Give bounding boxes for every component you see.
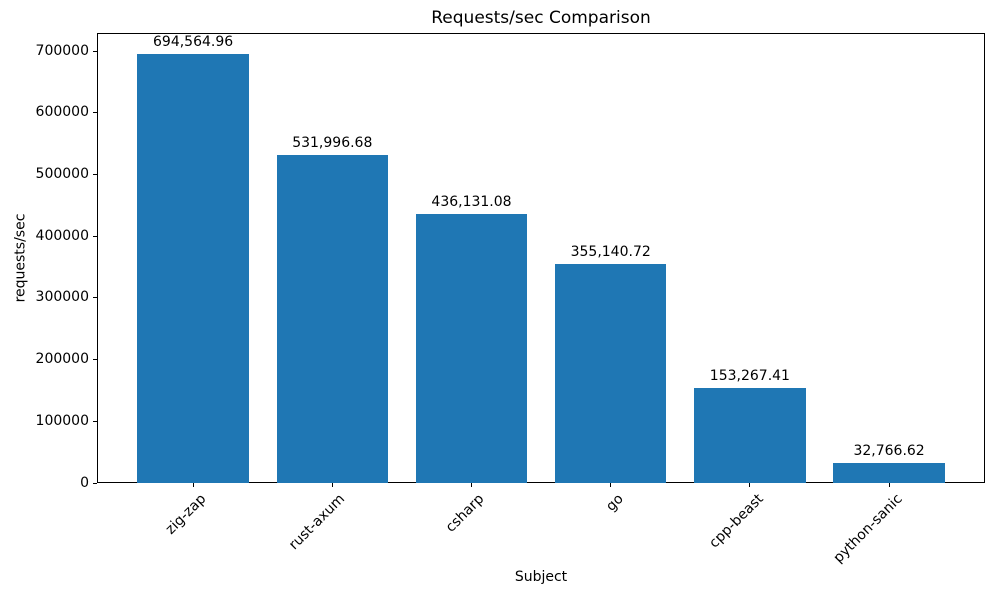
x-axis-tick: [749, 483, 751, 487]
bar: [833, 462, 945, 483]
y-axis-tick: [93, 173, 97, 175]
y-axis-label: requests/sec: [12, 213, 29, 303]
bar: [276, 154, 388, 483]
bar-value-label: 355,140.72: [570, 243, 651, 260]
bar-value-label: 32,766.62: [853, 442, 925, 459]
y-tick-label: 500000: [35, 165, 89, 182]
y-axis-tick: [93, 235, 97, 237]
y-axis-tick: [93, 297, 97, 299]
x-tick-label: zig-zap: [162, 491, 210, 538]
y-axis-tick: [93, 482, 97, 484]
x-tick-label: python-sanic: [830, 491, 906, 567]
x-tick-label: cpp-beast: [705, 491, 767, 552]
x-tick-label: csharp: [443, 491, 488, 536]
chart-title: Requests/sec Comparison: [431, 8, 651, 28]
y-axis-tick: [93, 420, 97, 422]
x-axis-label: Subject: [514, 569, 568, 585]
y-tick-label: 700000: [35, 42, 89, 59]
x-axis-tick: [610, 483, 612, 487]
y-axis-tick: [93, 50, 97, 52]
y-tick-label: 0: [80, 474, 89, 491]
bar: [694, 388, 806, 483]
bar-value-label: 694,564.96: [153, 34, 234, 51]
bar-value-label: 153,267.41: [709, 368, 790, 385]
bar: [137, 54, 249, 483]
y-tick-label: 400000: [35, 227, 89, 244]
y-axis-tick: [93, 112, 97, 114]
x-axis-tick: [471, 483, 472, 487]
bar: [415, 213, 528, 483]
y-tick-label: 600000: [35, 104, 89, 121]
bar: [555, 263, 667, 483]
x-tick-label: go: [603, 491, 628, 515]
bar-value-label: 436,131.08: [431, 193, 512, 210]
bar-value-label: 531,996.68: [292, 134, 373, 151]
x-axis-tick: [331, 483, 333, 487]
y-tick-label: 100000: [35, 412, 89, 429]
y-tick-label: 300000: [35, 289, 89, 306]
x-tick-label: rust-axum: [286, 491, 349, 554]
y-tick-label: 200000: [35, 351, 89, 368]
x-axis-tick: [192, 483, 194, 487]
x-axis-tick: [888, 483, 890, 487]
y-axis-tick: [93, 359, 97, 361]
